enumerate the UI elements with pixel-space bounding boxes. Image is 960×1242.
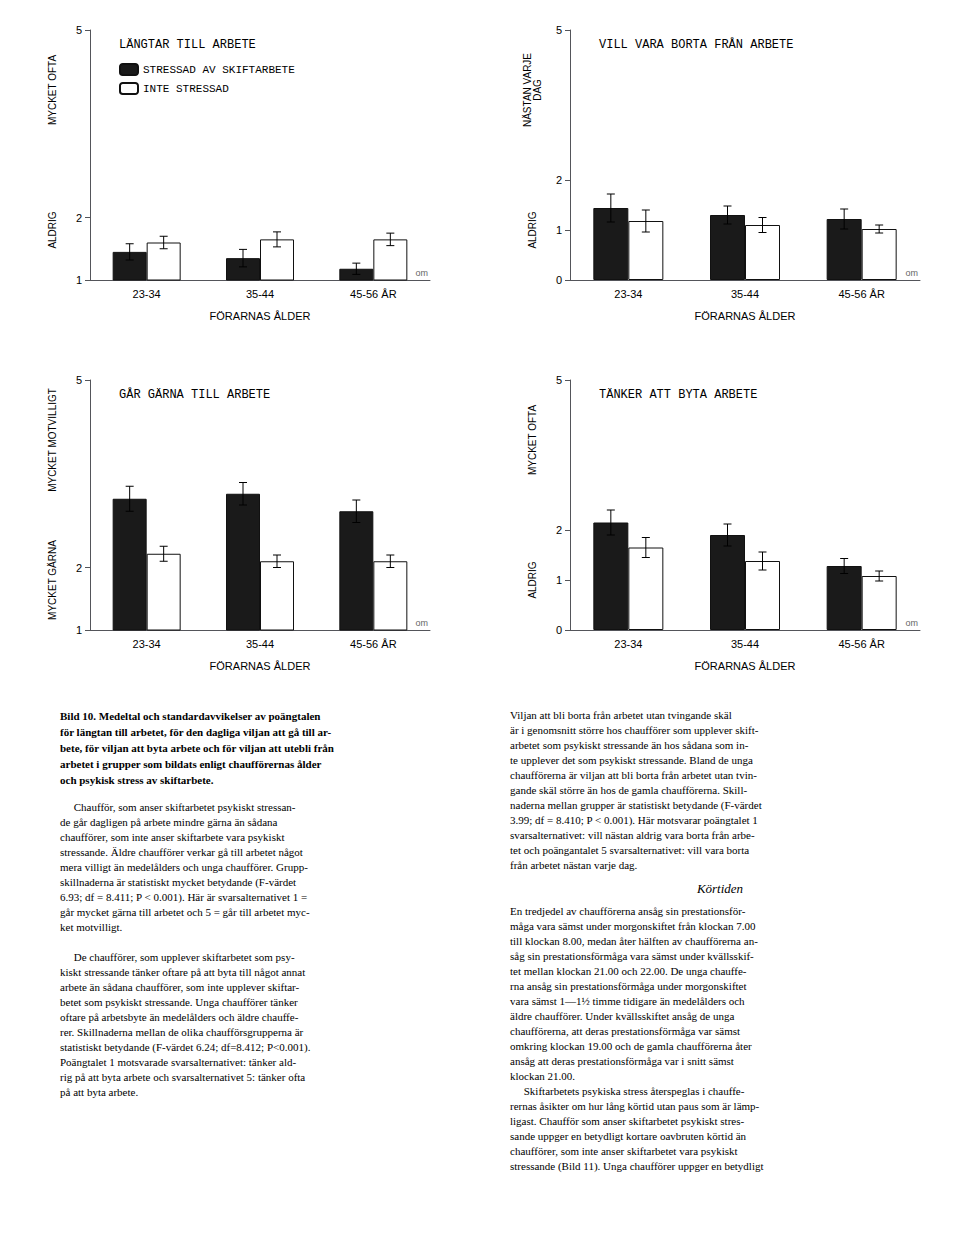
svg-text:2: 2 bbox=[76, 562, 82, 574]
svg-text:35-44: 35-44 bbox=[246, 638, 274, 650]
svg-text:FÖRARNAS ÅLDER: FÖRARNAS ÅLDER bbox=[210, 660, 311, 672]
svg-text:om: om bbox=[905, 268, 918, 278]
svg-text:FÖRARNAS ÅLDER: FÖRARNAS ÅLDER bbox=[695, 310, 796, 322]
svg-text:2: 2 bbox=[556, 524, 562, 536]
svg-text:ALDRIG: ALDRIG bbox=[527, 561, 538, 598]
svg-text:0: 0 bbox=[556, 624, 562, 636]
svg-text:23-34: 23-34 bbox=[614, 288, 642, 300]
svg-text:35-44: 35-44 bbox=[731, 638, 759, 650]
svg-text:35-44: 35-44 bbox=[246, 288, 274, 300]
svg-text:5: 5 bbox=[556, 24, 562, 36]
svg-text:45-56 ÅR: 45-56 ÅR bbox=[350, 288, 397, 300]
svg-text:45-56 ÅR: 45-56 ÅR bbox=[350, 638, 397, 650]
svg-text:om: om bbox=[905, 618, 918, 628]
svg-text:1: 1 bbox=[556, 574, 562, 586]
svg-text:45-56 ÅR: 45-56 ÅR bbox=[838, 638, 885, 650]
html-text:Chaufför, som anser skiftarbet: Chaufför, som anser skiftarbetet psykisk… bbox=[60, 801, 311, 1098]
svg-text:1: 1 bbox=[76, 274, 82, 286]
svg-text:LÄNGTAR TILL ARBETE: LÄNGTAR TILL ARBETE bbox=[119, 38, 256, 52]
svg-text:2: 2 bbox=[556, 174, 562, 186]
svg-text:MYCKET OFTA: MYCKET OFTA bbox=[47, 55, 58, 126]
svg-text:STRESSAD AV SKIFTARBETE: STRESSAD AV SKIFTARBETE bbox=[143, 64, 295, 76]
svg-text:GÅR GÄRNA TILL ARBETE: GÅR GÄRNA TILL ARBETE bbox=[119, 387, 270, 402]
svg-text:1: 1 bbox=[556, 224, 562, 236]
svg-text:DAG: DAG bbox=[532, 79, 543, 101]
svg-text:MYCKET GÄRNA: MYCKET GÄRNA bbox=[47, 540, 58, 620]
svg-text:TÄNKER ATT BYTA ARBETE: TÄNKER ATT BYTA ARBETE bbox=[599, 388, 757, 402]
html-text:En tredjedel av chaufförerna a: En tredjedel av chaufförerna ansåg sin p… bbox=[510, 905, 764, 1172]
svg-text:5: 5 bbox=[76, 374, 82, 386]
svg-text:2: 2 bbox=[76, 212, 82, 224]
svg-text:INTE STRESSAD: INTE STRESSAD bbox=[143, 83, 229, 95]
svg-text:0: 0 bbox=[556, 274, 562, 286]
svg-text:FÖRARNAS ÅLDER: FÖRARNAS ÅLDER bbox=[210, 310, 311, 322]
svg-text:NÄSTAN VARJE: NÄSTAN VARJE bbox=[521, 53, 533, 127]
svg-text:ALDRIG: ALDRIG bbox=[47, 211, 58, 248]
svg-text:ALDRIG: ALDRIG bbox=[527, 211, 538, 248]
svg-text:5: 5 bbox=[556, 374, 562, 386]
svg-text:23-34: 23-34 bbox=[614, 638, 642, 650]
svg-text:5: 5 bbox=[76, 24, 82, 36]
svg-text:om: om bbox=[415, 618, 428, 628]
svg-text:45-56 ÅR: 45-56 ÅR bbox=[838, 288, 885, 300]
svg-text:23-34: 23-34 bbox=[133, 288, 161, 300]
html-text:Bild 10. Medeltal och standard: Bild 10. Medeltal och standardavvikelser… bbox=[60, 710, 334, 786]
svg-text:FÖRARNAS ÅLDER: FÖRARNAS ÅLDER bbox=[695, 660, 796, 672]
svg-text:VILL VARA BORTA FRÅN ARBETE: VILL VARA BORTA FRÅN ARBETE bbox=[599, 37, 793, 52]
svg-text:1: 1 bbox=[76, 624, 82, 636]
svg-text:MYCKET OFTA: MYCKET OFTA bbox=[527, 405, 538, 476]
svg-text:om: om bbox=[415, 268, 428, 278]
svg-text:35-44: 35-44 bbox=[731, 288, 759, 300]
html-text:Viljan att bli borta från arbe: Viljan att bli borta från arbetet utan t… bbox=[510, 709, 762, 871]
svg-text:MYCKET MOTVILLIGT: MYCKET MOTVILLIGT bbox=[47, 388, 58, 492]
svg-text:23-34: 23-34 bbox=[133, 638, 161, 650]
html-text:Körtiden: Körtiden bbox=[696, 881, 744, 896]
